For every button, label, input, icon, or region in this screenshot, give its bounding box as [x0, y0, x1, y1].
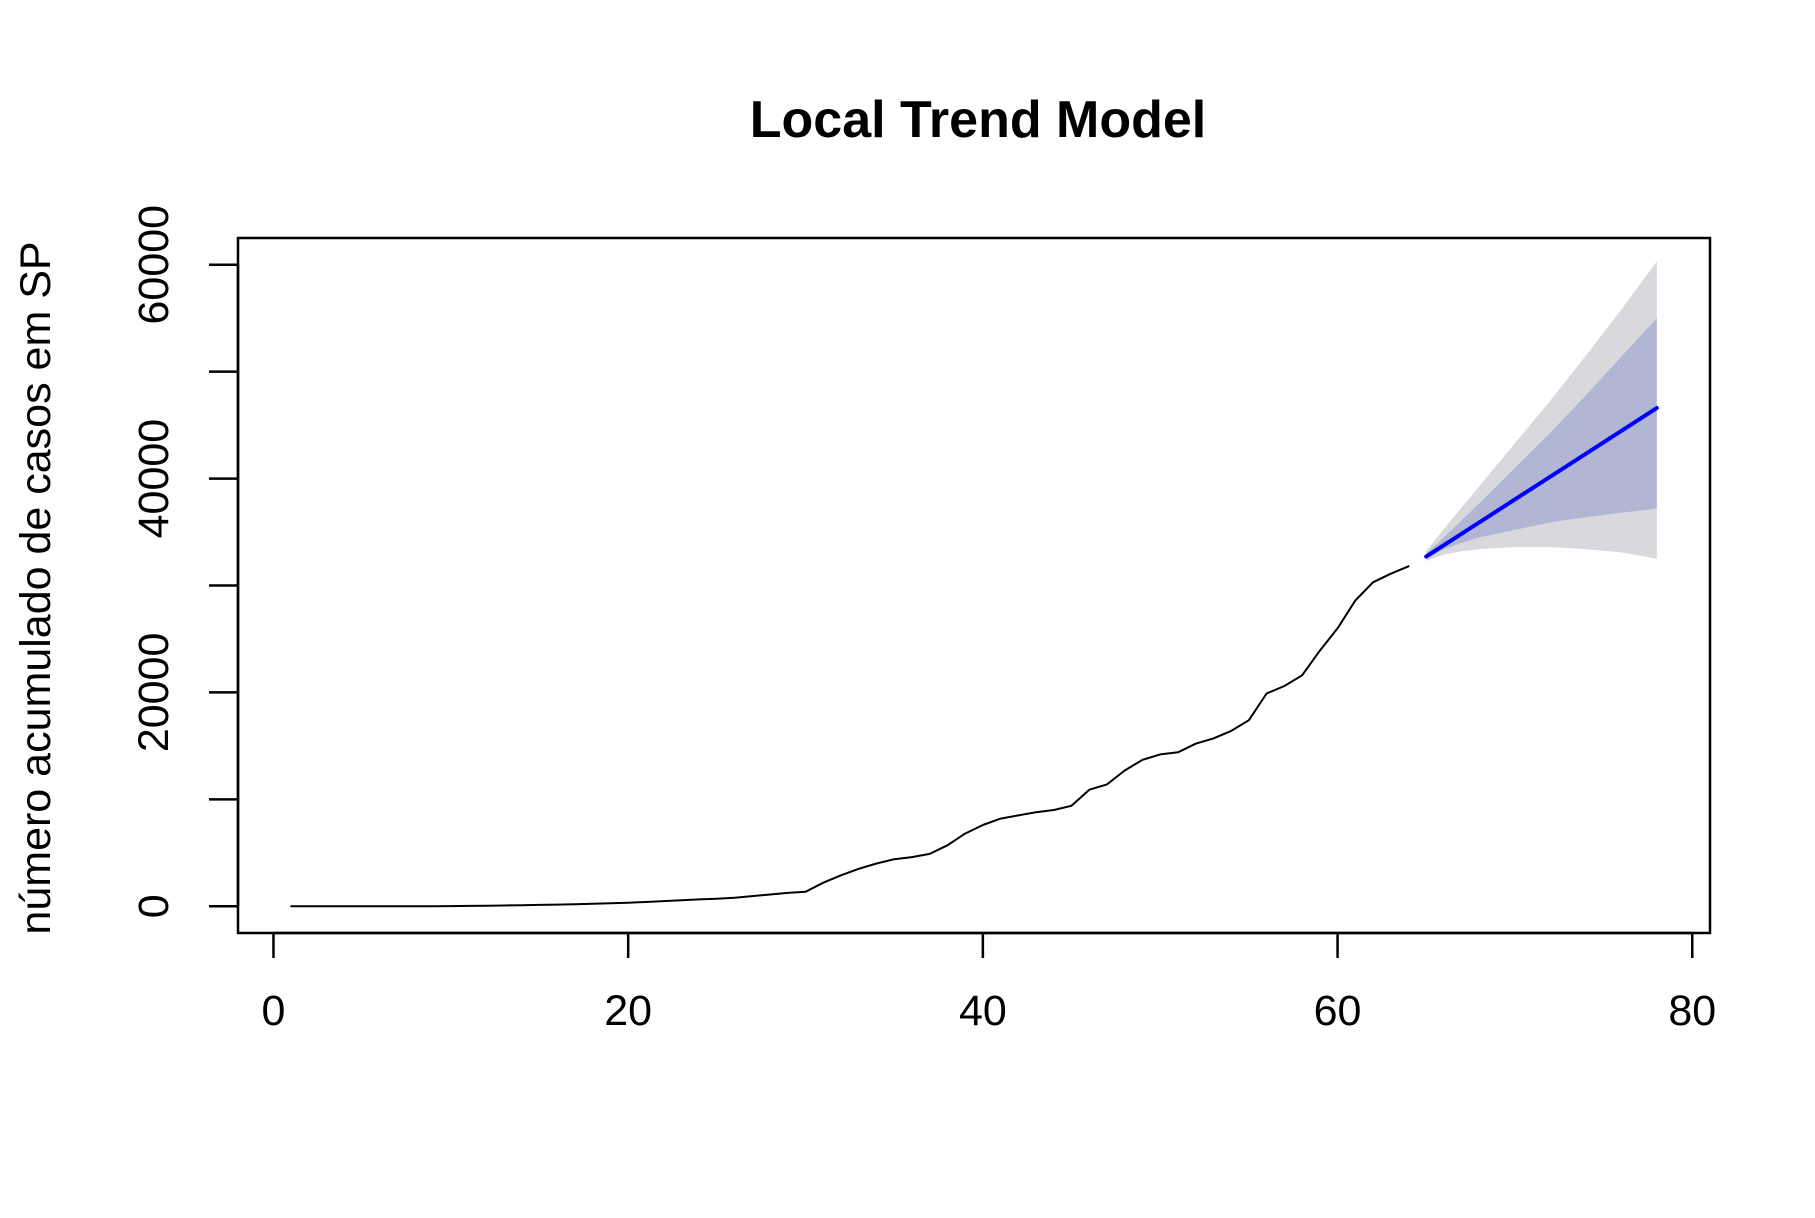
- chart-title: Local Trend Model: [750, 91, 1207, 149]
- y-tick-label: 0: [130, 894, 178, 918]
- y-tick-label: 20000: [130, 633, 178, 753]
- series-line-observed: [290, 565, 1410, 908]
- interval-band-inner: [1426, 318, 1657, 559]
- y-tick-label: 40000: [130, 419, 178, 539]
- x-tick-label: 80: [1668, 987, 1716, 1035]
- y-axis: 0 20000 40000 60000: [130, 205, 240, 918]
- series-lines: [290, 406, 1659, 908]
- x-tick-label: 0: [262, 987, 286, 1035]
- x-axis: 0 20 40 60 80: [262, 931, 1716, 1035]
- series-line-forecast: [1424, 406, 1659, 559]
- y-axis-label: número acumulado de casos em SP: [12, 241, 60, 934]
- x-tick-label: 20: [604, 987, 652, 1035]
- prediction-intervals: [1426, 261, 1657, 561]
- x-tick-label: 40: [959, 987, 1007, 1035]
- y-tick-label: 60000: [130, 205, 178, 325]
- x-tick-label: 60: [1314, 987, 1362, 1035]
